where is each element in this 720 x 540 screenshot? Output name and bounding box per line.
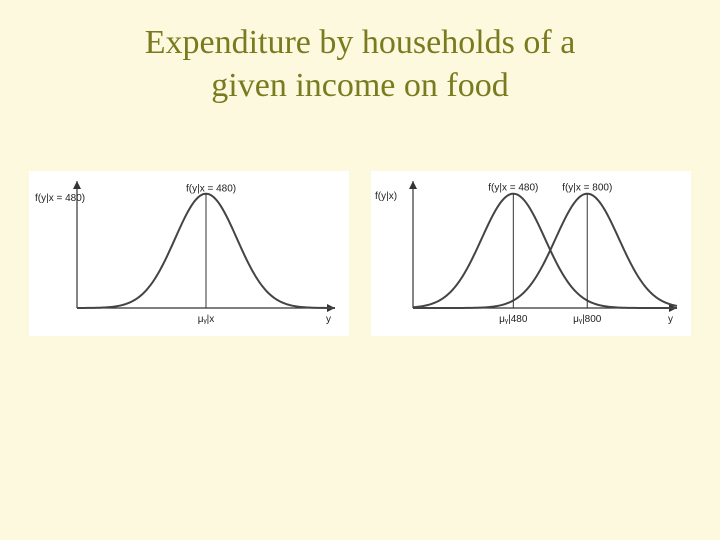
charts-row: f(y|x = 480) f(y|x = 480) μᵧ|x y f(y|x = 48…: [0, 171, 720, 336]
title-line-2: given income on food: [211, 67, 508, 104]
y-axis-arrow: [73, 181, 81, 189]
density-curve-0: [413, 194, 677, 308]
chart-right-panel: f(y|x = 480) μᵧ|480 f(y|x = 800) μᵧ|800 f(y|…: [371, 171, 691, 336]
chart-left: f(y|x = 480) f(y|x = 480) μᵧ|x y: [29, 171, 349, 336]
y-axis-label: f(y|x = 480): [35, 193, 85, 204]
x-tick-mu-1: μᵧ|800: [573, 314, 602, 325]
title-line-1: Expenditure by households of a: [145, 24, 576, 61]
curve-label-0: f(y|x = 480): [488, 183, 538, 194]
chart-right: f(y|x = 480) μᵧ|480 f(y|x = 800) μᵧ|800 f(y|…: [371, 171, 691, 336]
curve-label: f(y|x = 480): [186, 184, 236, 195]
y-axis-label: f(y|x): [375, 191, 397, 202]
x-end-label: y: [326, 314, 331, 325]
slide-title: Expenditure by households of a given inc…: [0, 0, 720, 107]
curve-label-1: f(y|x = 800): [562, 183, 612, 194]
chart-left-panel: f(y|x = 480) f(y|x = 480) μᵧ|x y: [29, 171, 349, 336]
x-end-label: y: [668, 314, 673, 325]
x-tick-mu-0: μᵧ|480: [499, 314, 528, 325]
y-axis-arrow: [409, 181, 417, 189]
x-tick-mu: μᵧ|x: [198, 314, 215, 325]
